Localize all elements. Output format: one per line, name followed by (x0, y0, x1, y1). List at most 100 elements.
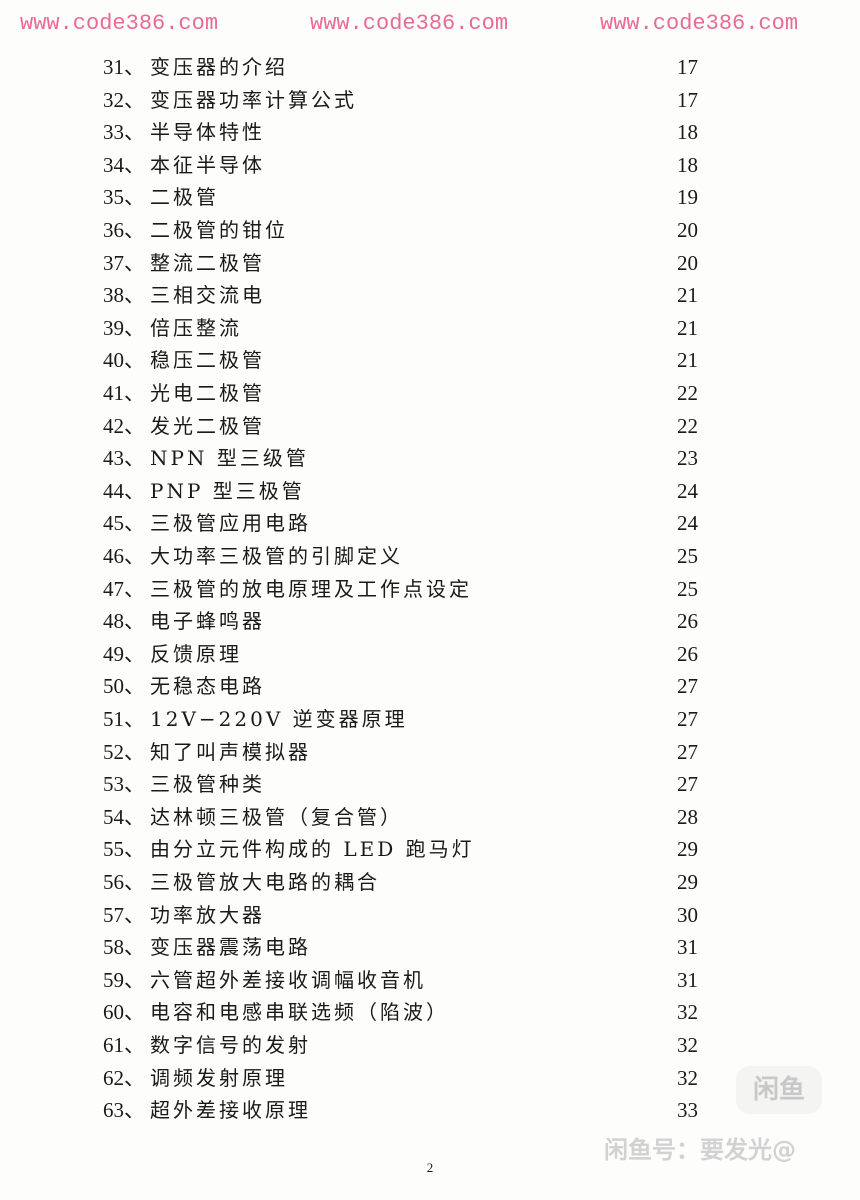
entry-number: 37、 (103, 250, 145, 275)
entry-page: 21 (677, 315, 698, 340)
toc-entry: 49、 反馈原理 26 (0, 638, 860, 670)
entry-number: 56、 (103, 870, 145, 894)
toc-entry: 33、 半导体特性 18 (0, 116, 860, 148)
entry-number: 53、 (103, 772, 145, 797)
entry-number: 33、 (103, 120, 145, 145)
entry-title: 调频发射原理 (150, 1065, 288, 1090)
entry-title: 本征半导体 (150, 152, 265, 177)
entry-number: 39、 (103, 315, 145, 340)
entry-page: 29 (677, 870, 698, 894)
entry-page: 27 (677, 707, 698, 731)
entry-page: 20 (677, 250, 698, 275)
entry-number: 43、 (103, 446, 145, 471)
entry-number: 42、 (103, 413, 145, 438)
entry-title: 12V−220V 逆变器原理 (150, 707, 408, 731)
entry-title: 三极管放大电路的耦合 (150, 870, 380, 894)
entry-number: 59、 (103, 967, 145, 992)
entry-number: 41、 (103, 381, 145, 405)
entry-page: 21 (677, 283, 698, 308)
entry-page: 18 (677, 120, 698, 145)
entry-number: 44、 (103, 478, 145, 503)
entry-title: 功率放大器 (150, 902, 265, 927)
toc-entry: 45、 三极管应用电路 24 (0, 507, 860, 539)
entry-title: 由分立元件构成的 LED 跑马灯 (150, 837, 475, 862)
toc-entry: 60、 电容和电感串联选频（陷波） 32 (0, 996, 860, 1028)
entry-page: 25 (677, 544, 698, 568)
entry-title: 无稳态电路 (150, 674, 265, 699)
toc-entry: 55、 由分立元件构成的 LED 跑马灯 29 (0, 833, 860, 865)
entry-page: 22 (677, 413, 698, 438)
entry-page: 26 (677, 609, 698, 634)
entry-title: 三极管种类 (150, 772, 265, 797)
entry-page: 32 (677, 1065, 698, 1090)
entry-page: 20 (677, 218, 698, 242)
toc-entry: 57、 功率放大器 30 (0, 899, 860, 931)
entry-number: 55、 (103, 837, 145, 862)
entry-page: 30 (677, 902, 698, 927)
app-logo-watermark: 闲鱼 (736, 1066, 822, 1114)
entry-title: 二极管的钳位 (150, 218, 288, 242)
entry-page: 17 (677, 87, 698, 112)
watermark: www.code386.com (20, 11, 219, 36)
toc-entry: 40、 稳压二极管 21 (0, 344, 860, 376)
toc-entry: 38、 三相交流电 21 (0, 279, 860, 311)
entry-page: 29 (677, 837, 698, 862)
entry-page: 19 (677, 185, 698, 210)
entry-page: 22 (677, 381, 698, 405)
toc-entry: 32、 变压器功率计算公式 17 (0, 84, 860, 116)
entry-title: PNP 型三极管 (150, 478, 305, 503)
entry-number: 45、 (103, 511, 145, 536)
entry-title: 变压器震荡电路 (150, 935, 311, 960)
entry-title: 三极管应用电路 (150, 511, 311, 536)
entry-page: 23 (677, 446, 698, 471)
entry-title: 半导体特性 (150, 120, 265, 145)
entry-title: 三极管的放电原理及工作点设定 (150, 576, 472, 601)
watermark: www.code386.com (600, 11, 799, 36)
entry-title: NPN 型三级管 (150, 446, 309, 471)
entry-title: 整流二极管 (150, 250, 265, 275)
entry-title: 三相交流电 (150, 283, 265, 308)
entry-number: 58、 (103, 935, 145, 960)
entry-title: 数字信号的发射 (150, 1033, 311, 1057)
entry-title: 电子蜂鸣器 (150, 609, 265, 634)
entry-title: 发光二极管 (150, 413, 265, 438)
entry-title: 反馈原理 (150, 641, 242, 666)
entry-page: 25 (677, 576, 698, 601)
entry-number: 52、 (103, 739, 145, 764)
toc-entry: 62、 调频发射原理 32 (0, 1062, 860, 1094)
toc-entry: 34、 本征半导体 18 (0, 149, 860, 181)
entry-number: 48、 (103, 609, 145, 634)
toc-entry: 43、 NPN 型三级管 23 (0, 442, 860, 474)
toc-entry: 63、 超外差接收原理 33 (0, 1094, 860, 1126)
toc-entry: 37、 整流二极管 20 (0, 247, 860, 279)
toc-entry: 36、 二极管的钳位 20 (0, 214, 860, 246)
seller-watermark: 闲鱼号：要发光@ (604, 1136, 796, 1164)
entry-number: 47、 (103, 576, 145, 601)
entry-title: 变压器功率计算公式 (150, 87, 357, 112)
toc-entry: 61、 数字信号的发射 32 (0, 1029, 860, 1061)
entry-number: 49、 (103, 641, 145, 666)
toc-entry: 39、 倍压整流 21 (0, 312, 860, 344)
toc-entry: 46、 大功率三极管的引脚定义 25 (0, 540, 860, 572)
entry-number: 61、 (103, 1033, 145, 1057)
toc-entry: 42、 发光二极管 22 (0, 410, 860, 442)
toc-entry: 56、 三极管放大电路的耦合 29 (0, 866, 860, 898)
toc-entry: 59、 六管超外差接收调幅收音机 31 (0, 964, 860, 996)
toc-entry: 50、 无稳态电路 27 (0, 670, 860, 702)
entry-number: 60、 (103, 1000, 145, 1025)
entry-number: 38、 (103, 283, 145, 308)
entry-page: 18 (677, 152, 698, 177)
entry-page: 24 (677, 511, 698, 536)
toc-entry: 53、 三极管种类 27 (0, 768, 860, 800)
entry-number: 46、 (103, 544, 145, 568)
entry-number: 62、 (103, 1065, 145, 1090)
entry-number: 32、 (103, 87, 145, 112)
entry-title: 变压器的介绍 (150, 55, 288, 79)
entry-page: 27 (677, 772, 698, 797)
entry-page: 27 (677, 674, 698, 699)
toc-entry: 31、 变压器的介绍 17 (0, 51, 860, 83)
entry-title: 知了叫声模拟器 (150, 739, 311, 764)
entry-title: 光电二极管 (150, 381, 265, 405)
entry-page: 24 (677, 478, 698, 503)
entry-page: 28 (677, 804, 698, 829)
